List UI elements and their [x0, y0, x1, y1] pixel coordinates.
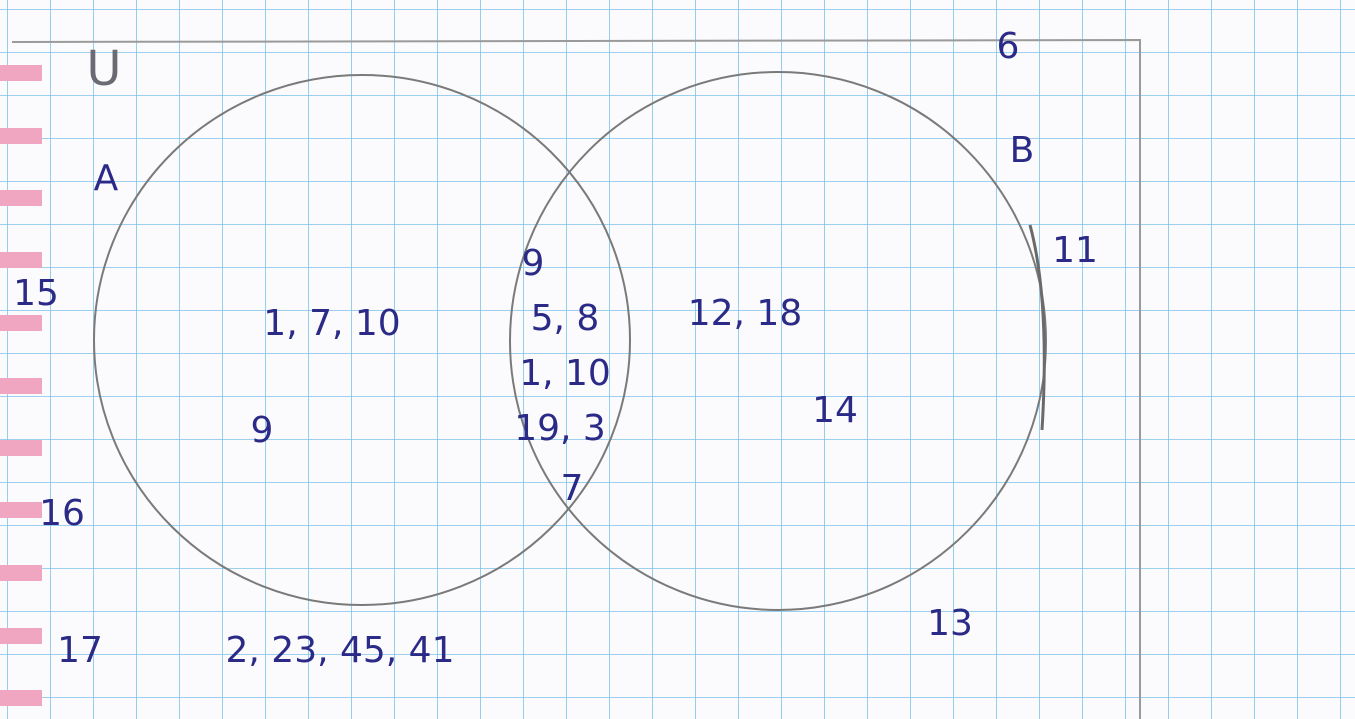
- element-a-and-b: 9: [522, 243, 545, 284]
- set-label: A: [94, 158, 119, 199]
- element-a-and-b: 19, 3: [514, 408, 606, 449]
- element-outside: 11: [1052, 230, 1098, 271]
- universe-label: U: [86, 41, 121, 97]
- element-outside: 17: [57, 630, 103, 671]
- element-a-only: 1, 7, 10: [263, 303, 400, 344]
- element-outside: 2, 23, 45, 41: [226, 630, 455, 671]
- venn-diagram: U A B 6 15 16 17 2, 23, 45, 41 11 13 1, 7, 10 9 9…: [0, 0, 1355, 719]
- element-b-only: 14: [812, 390, 858, 431]
- element-a-and-b: 7: [561, 468, 584, 509]
- set-label: B: [1010, 130, 1035, 171]
- element-outside: 15: [13, 273, 59, 314]
- element-a-and-b: 5, 8: [531, 298, 600, 339]
- element-outside: 16: [39, 493, 85, 534]
- graph-grid: [0, 0, 1355, 719]
- page: U A B 6 15 16 17 2, 23, 45, 41 11 13 1, 7, 10 9 9…: [0, 0, 1355, 719]
- element-a-and-b: 1, 10: [519, 353, 611, 394]
- element-outside: 6: [997, 26, 1020, 67]
- element-b-only: 12, 18: [688, 293, 803, 334]
- element-outside: 13: [927, 603, 973, 644]
- element-a-only: 9: [251, 410, 274, 451]
